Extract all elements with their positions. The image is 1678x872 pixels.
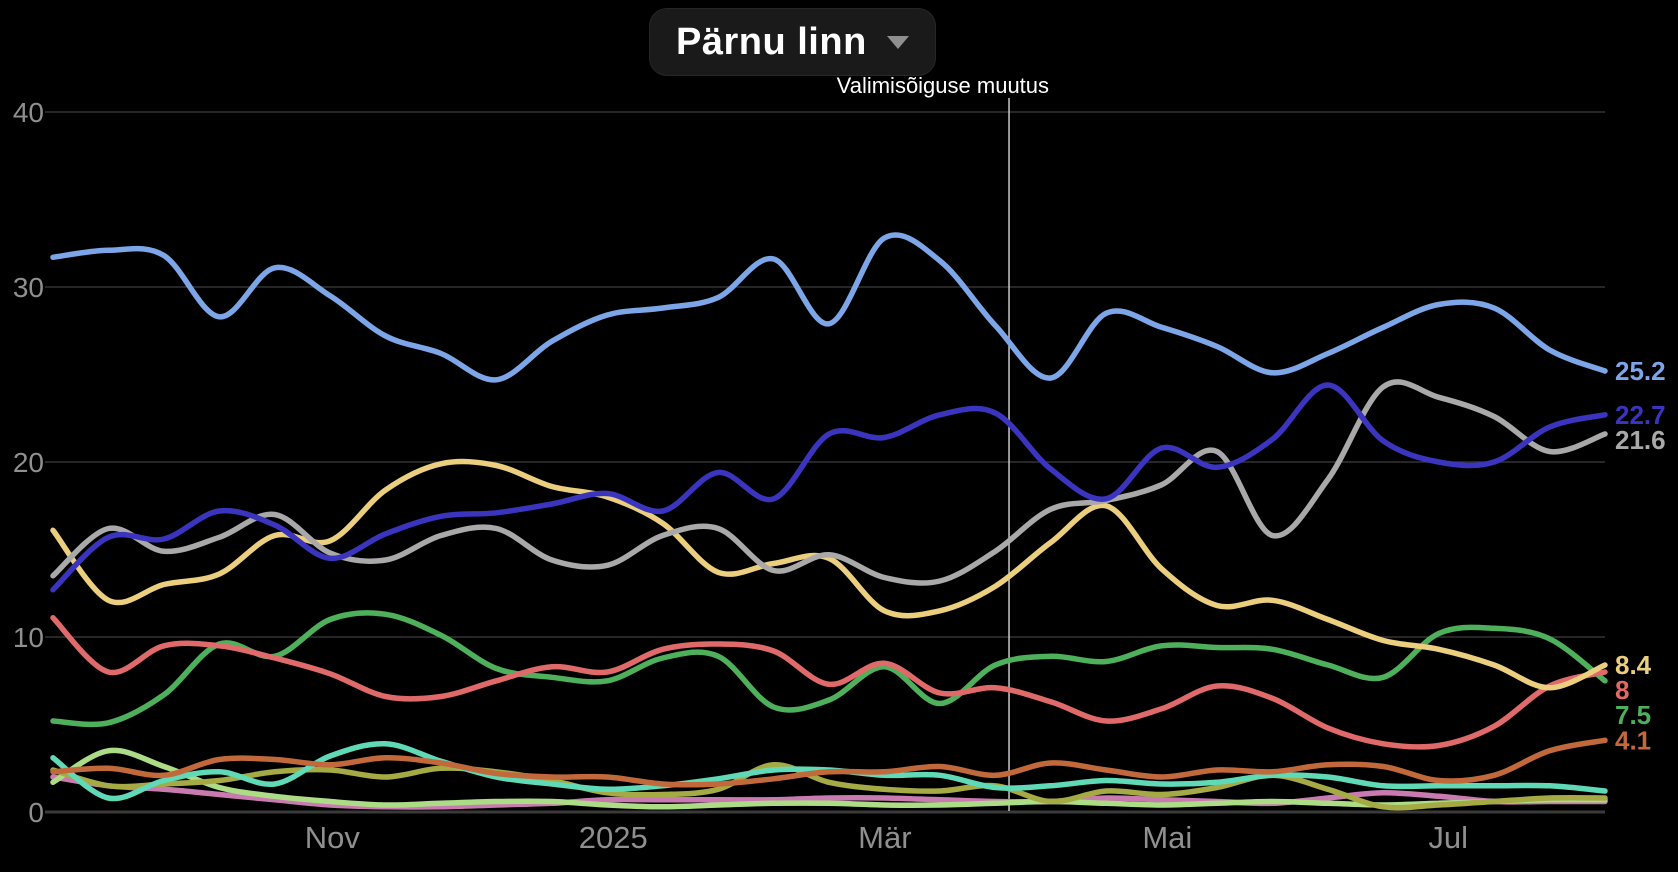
region-selector-label: Pärnu linn	[676, 20, 867, 63]
x-axis-tick-Jul: Jul	[1428, 820, 1468, 855]
end-value-label-red: 8	[1615, 675, 1629, 705]
series-line-red[interactable]	[50, 615, 1608, 750]
series-line-light-blue[interactable]	[50, 232, 1608, 383]
y-axis-tick-10: 10	[13, 622, 44, 653]
x-axis-tick-Nov: Nov	[305, 820, 361, 855]
end-value-label-light-blue: 25.2	[1615, 356, 1666, 386]
y-axis-tick-30: 30	[13, 272, 44, 303]
annotation-label: Valimisõiguse muutus	[837, 73, 1049, 98]
series-line-dark-blue[interactable]	[50, 382, 1608, 593]
x-axis-tick-Mär: Mär	[858, 820, 911, 855]
y-axis-tick-0: 0	[28, 797, 44, 828]
series-line-green[interactable]	[50, 610, 1608, 728]
series-line-gray[interactable]	[50, 379, 1608, 586]
series-line-olive[interactable]	[50, 762, 1608, 811]
end-value-label-orange: 4.1	[1615, 725, 1651, 755]
region-selector[interactable]: Pärnu linn	[649, 8, 936, 76]
y-axis-tick-20: 20	[13, 447, 44, 478]
series-line-light-green[interactable]	[50, 747, 1608, 810]
x-axis-tick-Mai: Mai	[1142, 820, 1192, 855]
caret-down-icon	[886, 35, 909, 49]
series-line-orange[interactable]	[50, 737, 1608, 788]
end-value-label-green: 7.5	[1615, 700, 1651, 730]
x-axis-tick-2025: 2025	[579, 820, 648, 855]
end-value-label-yellow: 8.4	[1615, 650, 1652, 680]
y-axis-tick-40: 40	[13, 97, 44, 128]
end-value-label-gray: 21.6	[1615, 425, 1666, 455]
end-value-label-dark-blue: 22.7	[1615, 400, 1666, 430]
